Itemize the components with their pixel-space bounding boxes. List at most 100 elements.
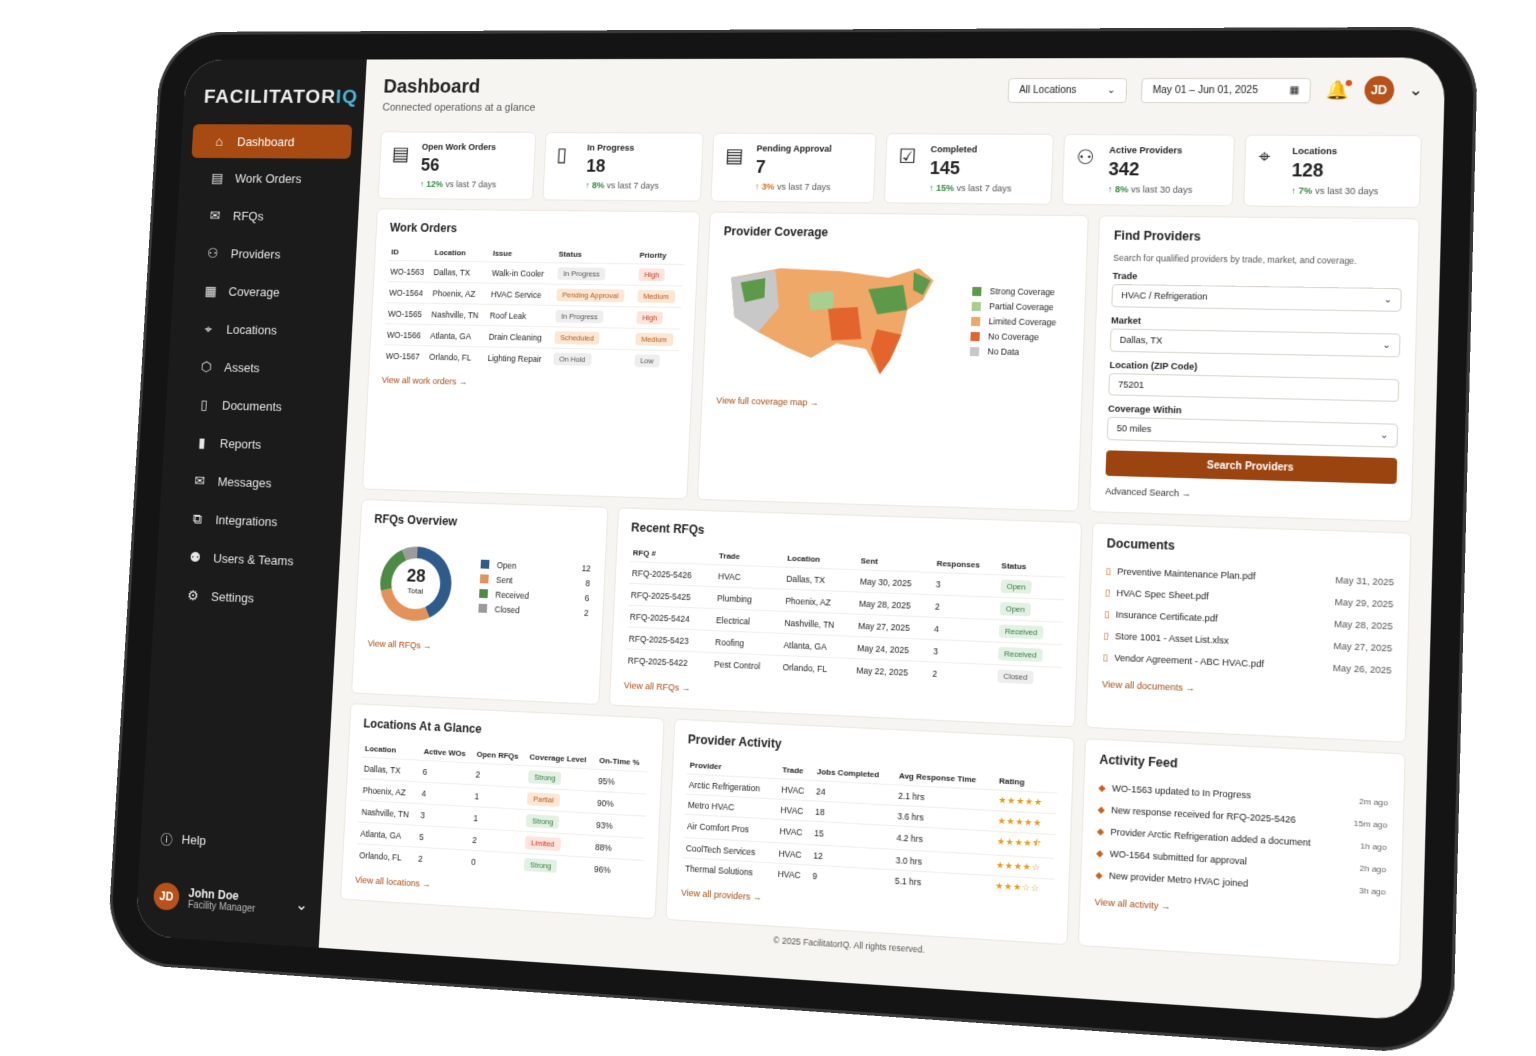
date-range-picker[interactable]: May 01 – Jun 01, 2025 ▦	[1141, 77, 1311, 102]
document-date: May 31, 2025	[1335, 574, 1394, 587]
notification-bell-icon[interactable]: 🔔	[1325, 79, 1349, 100]
status-badge: Partial	[527, 792, 560, 807]
zip-input[interactable]: 75201	[1109, 373, 1400, 402]
sidebar-item-assets[interactable]: ⬡ Assets	[178, 349, 340, 388]
radius-select[interactable]: 50 miles ⌄	[1107, 417, 1398, 448]
status-badge: Low	[634, 354, 659, 367]
us-coverage-map[interactable]	[717, 248, 960, 391]
sidebar-item-settings[interactable]: ⚙ Settings	[165, 577, 327, 619]
market-select[interactable]: Dallas, TX ⌄	[1110, 328, 1401, 357]
legend-item: Closed 2	[478, 603, 589, 617]
trade-select[interactable]: HVAC / Refrigeration ⌄	[1112, 284, 1402, 312]
view-all-work-orders-link[interactable]: View all work orders →	[382, 375, 468, 387]
app-logo: FACILITATORIQ	[183, 60, 367, 122]
kpi-value: 18	[586, 156, 660, 177]
kpi-card[interactable]: ⌖ Locations 128 ↑ 7% vs last 30 days	[1244, 135, 1422, 208]
table-row[interactable]: WO-1567 Orlando, FL Lighting Repair On Hold…	[383, 345, 680, 372]
sidebar-item-reports[interactable]: ▮ Reports	[174, 425, 336, 465]
sidebar-item-users-teams[interactable]: ⚉ Users & Teams	[167, 539, 329, 580]
sidebar-item-locations[interactable]: ⌖ Locations	[180, 311, 342, 349]
card-title: Work Orders	[390, 221, 686, 238]
sidebar-item-label: Messages	[217, 474, 272, 490]
location-filter[interactable]: All Locations ⌄	[1007, 78, 1127, 103]
table-cell: HVAC	[777, 799, 812, 821]
work-orders-card: Work Orders ID Location Issue Status Priorit…	[362, 208, 701, 499]
legend-swatch	[479, 589, 488, 598]
kpi-card[interactable]: ▯ In Progress 18 ↑ 8% vs last 7 days	[542, 132, 704, 202]
status-badge: High	[636, 311, 663, 324]
sidebar-item-integrations[interactable]: ⧉ Integrations	[169, 501, 331, 542]
coverage-card: Provider Coverage Strong Coverage Partial…	[697, 212, 1089, 512]
search-providers-button[interactable]: Search Providers	[1106, 450, 1398, 484]
card-title: Find Providers	[1114, 229, 1404, 246]
view-all-rfqs-link[interactable]: View all RFQs →	[367, 638, 431, 651]
legend-item: Open 12	[481, 559, 592, 573]
table-cell: Roofing	[712, 631, 781, 656]
column-header: Responses	[933, 555, 999, 575]
tablet-frame: FACILITATORIQ ⌂ Dashboard ▤ Work Orders ✉ RFQ…	[106, 27, 1478, 1056]
legend-swatch	[970, 347, 979, 356]
document-icon: ▯	[196, 397, 211, 414]
sidebar-item-providers[interactable]: ⚇ Providers	[185, 236, 346, 273]
view-all-documents-link[interactable]: View all documents →	[1102, 679, 1195, 693]
kpi-value: 7	[755, 157, 831, 178]
find-providers-subtitle: Search for qualified providers by trade,…	[1113, 253, 1403, 267]
table-cell: 3	[417, 804, 471, 829]
notification-dot	[1345, 79, 1352, 85]
sidebar-item-dashboard[interactable]: ⌂ Dashboard	[191, 124, 352, 159]
view-all-activity-link[interactable]: View all activity →	[1094, 897, 1170, 912]
table-cell: May 27, 2025	[855, 614, 932, 639]
legend-swatch	[972, 301, 981, 310]
sidebar-item-work-orders[interactable]: ▤ Work Orders	[189, 161, 350, 197]
sidebar-item-coverage[interactable]: ▦ Coverage	[183, 273, 344, 311]
view-all-providers-link[interactable]: View all providers →	[681, 887, 762, 902]
documents-card: Documents ▯ Preventive Maintenance Plan.p…	[1085, 522, 1412, 742]
status-badge: Strong	[526, 814, 559, 829]
table-cell: 2	[472, 763, 526, 788]
sidebar-item-messages[interactable]: ✉ Messages	[172, 463, 334, 503]
help-link[interactable]: ⓘ Help	[160, 829, 206, 850]
chevron-down-icon[interactable]: ⌄	[1409, 80, 1424, 100]
kpi-card[interactable]: ▤ Pending Approval 7 ↑ 3% vs last 7 days	[711, 133, 877, 204]
kpi-period: vs last 7 days	[956, 183, 1011, 193]
kpi-card[interactable]: ⚇ Active Providers 342 ↑ 8% vs last 30 days	[1061, 134, 1235, 207]
find-providers-card: Find Providers Search for qualified prov…	[1089, 215, 1420, 522]
view-all-recent-rfqs-link[interactable]: View all RFQs →	[624, 680, 691, 693]
kpi-card[interactable]: ▤ Open Work Orders 56 ↑ 12% vs last 7 days	[378, 131, 536, 200]
chevron-down-icon: ⌄	[1384, 294, 1392, 305]
kpi-label: Completed	[930, 144, 1013, 154]
document-name: Preventive Maintenance Plan.pdf	[1117, 566, 1256, 582]
user-menu[interactable]: JD John Doe Facility Manager ⌄	[153, 882, 309, 919]
users-icon: ⚉	[187, 549, 202, 566]
status-badge: Received	[998, 647, 1043, 662]
view-all-locations-link[interactable]: View all locations →	[355, 875, 431, 890]
kpi-trend: ↑ 8% vs last 7 days	[585, 180, 659, 190]
sidebar-item-rfqs[interactable]: ✉ RFQs	[187, 198, 348, 235]
page-title: Dashboard	[383, 76, 537, 98]
legend-label: Strong Coverage	[990, 286, 1056, 297]
activity-time: 1h ago	[1360, 841, 1387, 852]
legend-swatch	[480, 574, 489, 583]
view-full-coverage-map-link[interactable]: View full coverage map →	[716, 395, 1067, 413]
activity-time: 2h ago	[1360, 863, 1387, 874]
activity-icon: ◆	[1098, 804, 1106, 816]
advanced-search-link[interactable]: Advanced Search →	[1105, 486, 1191, 499]
kpi-card[interactable]: ☑ Completed 145 ↑ 15% vs last 7 days	[884, 133, 1054, 205]
box-icon: ⬡	[199, 359, 214, 375]
kpi-label: Active Providers	[1109, 145, 1194, 155]
avatar: JD	[153, 882, 180, 911]
table-cell: 93%	[593, 813, 645, 838]
table-cell: 3	[930, 639, 996, 664]
table-cell: May 22, 2025	[853, 659, 930, 684]
legend-item: Sent 8	[480, 574, 591, 588]
header-avatar[interactable]: JD	[1364, 76, 1395, 105]
kpi-period: vs last 30 days	[1131, 184, 1193, 195]
sidebar-item-documents[interactable]: ▯ Documents	[176, 387, 338, 426]
kpi-value: 56	[420, 155, 497, 176]
kpi-period: vs last 30 days	[1315, 186, 1378, 197]
table-cell: HVAC	[715, 565, 784, 589]
sidebar-item-label: Reports	[219, 436, 261, 451]
page-subtitle: Connected operations at a glance	[382, 102, 535, 114]
legend-value: 2	[584, 607, 589, 617]
kpi-trend: ↑ 8% vs last 30 days	[1108, 184, 1193, 195]
